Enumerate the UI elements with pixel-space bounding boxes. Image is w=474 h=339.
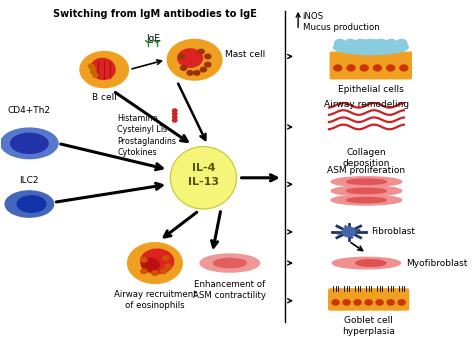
Circle shape <box>141 258 147 262</box>
Circle shape <box>347 65 355 71</box>
Text: IL-4
IL-13: IL-4 IL-13 <box>188 162 219 186</box>
Circle shape <box>376 39 386 47</box>
FancyBboxPatch shape <box>370 52 385 79</box>
Circle shape <box>173 112 177 116</box>
Circle shape <box>128 243 182 283</box>
FancyBboxPatch shape <box>384 289 398 310</box>
Text: Epithelial cells: Epithelial cells <box>338 85 404 94</box>
Ellipse shape <box>331 195 401 205</box>
Circle shape <box>161 269 167 274</box>
Ellipse shape <box>332 257 401 269</box>
Circle shape <box>334 65 342 71</box>
Circle shape <box>91 70 96 74</box>
Circle shape <box>398 300 405 305</box>
Text: ILC2: ILC2 <box>19 176 39 185</box>
Circle shape <box>332 300 339 305</box>
Circle shape <box>365 300 372 305</box>
Text: Switching from IgM antibodies to IgE: Switching from IgM antibodies to IgE <box>53 9 257 19</box>
Circle shape <box>205 62 211 67</box>
FancyBboxPatch shape <box>329 289 342 310</box>
Ellipse shape <box>213 258 246 268</box>
Text: Goblet cell
hyperplasia: Goblet cell hyperplasia <box>342 316 395 336</box>
Circle shape <box>374 65 382 71</box>
Ellipse shape <box>10 133 48 153</box>
Circle shape <box>187 71 193 75</box>
Text: Fibroblast: Fibroblast <box>371 227 415 236</box>
Circle shape <box>194 71 200 75</box>
Circle shape <box>167 39 222 80</box>
Ellipse shape <box>0 128 58 159</box>
Circle shape <box>342 227 356 237</box>
Circle shape <box>354 300 361 305</box>
FancyBboxPatch shape <box>395 289 409 310</box>
Circle shape <box>345 39 356 47</box>
Circle shape <box>141 269 147 274</box>
FancyBboxPatch shape <box>330 52 345 79</box>
Ellipse shape <box>331 177 401 187</box>
Circle shape <box>80 52 128 87</box>
Text: Collagen
deposition: Collagen deposition <box>343 148 390 168</box>
Ellipse shape <box>200 254 260 272</box>
FancyBboxPatch shape <box>362 289 375 310</box>
Text: Myofibroblast: Myofibroblast <box>406 259 467 267</box>
FancyBboxPatch shape <box>396 52 411 79</box>
Circle shape <box>178 54 184 59</box>
Circle shape <box>387 300 394 305</box>
Circle shape <box>88 64 94 68</box>
Circle shape <box>201 67 207 72</box>
FancyBboxPatch shape <box>357 52 372 79</box>
Circle shape <box>198 49 204 54</box>
Circle shape <box>178 49 202 67</box>
Text: Mast cell: Mast cell <box>226 50 265 59</box>
Ellipse shape <box>356 260 386 266</box>
Circle shape <box>152 271 158 275</box>
Ellipse shape <box>91 58 115 79</box>
Circle shape <box>205 54 211 59</box>
Circle shape <box>355 39 366 47</box>
Ellipse shape <box>333 40 408 55</box>
Text: Airway remodeling: Airway remodeling <box>324 100 409 109</box>
Text: iNOS
Mucus production: iNOS Mucus production <box>302 12 379 32</box>
Text: CD4+Th2: CD4+Th2 <box>8 106 51 116</box>
Circle shape <box>165 264 171 268</box>
Text: Enhancement of
ASM contractility: Enhancement of ASM contractility <box>193 280 266 300</box>
Circle shape <box>396 39 407 47</box>
Ellipse shape <box>346 188 386 194</box>
Circle shape <box>335 39 345 47</box>
Circle shape <box>400 65 408 71</box>
Ellipse shape <box>142 258 159 271</box>
Circle shape <box>91 66 96 71</box>
Ellipse shape <box>5 191 54 217</box>
Text: Airway recruitment
of eosinophils: Airway recruitment of eosinophils <box>114 290 196 310</box>
Ellipse shape <box>17 196 46 212</box>
Circle shape <box>376 300 383 305</box>
FancyBboxPatch shape <box>344 52 358 79</box>
Circle shape <box>173 116 177 119</box>
FancyBboxPatch shape <box>351 289 365 310</box>
Text: IgE: IgE <box>146 34 160 43</box>
Circle shape <box>386 39 397 47</box>
Circle shape <box>387 65 395 71</box>
Circle shape <box>343 300 350 305</box>
Circle shape <box>173 109 177 112</box>
Circle shape <box>93 74 98 77</box>
Ellipse shape <box>170 147 237 209</box>
FancyBboxPatch shape <box>373 289 386 310</box>
Text: B cell: B cell <box>92 93 117 102</box>
Circle shape <box>181 66 187 70</box>
Circle shape <box>360 65 368 71</box>
Circle shape <box>173 119 177 122</box>
Ellipse shape <box>346 197 386 203</box>
Circle shape <box>163 256 169 260</box>
Text: Histamine
Cysteinyl LTs
Prostaglandins
Cytokines: Histamine Cysteinyl LTs Prostaglandins C… <box>118 114 176 157</box>
Text: ASM proliferation: ASM proliferation <box>328 165 405 175</box>
Ellipse shape <box>331 186 401 196</box>
FancyBboxPatch shape <box>383 52 398 79</box>
Ellipse shape <box>141 249 173 274</box>
FancyBboxPatch shape <box>340 289 354 310</box>
Ellipse shape <box>346 179 386 184</box>
Circle shape <box>365 39 376 47</box>
